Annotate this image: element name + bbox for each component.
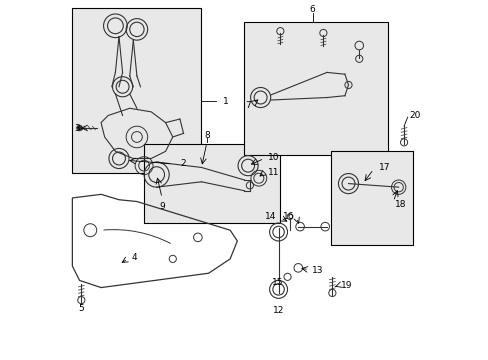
Text: 5: 5	[78, 303, 84, 312]
Bar	[330, 151, 412, 244]
Bar	[144, 144, 280, 223]
Text: 14: 14	[264, 212, 276, 221]
Text: 8: 8	[203, 131, 209, 140]
Text: 12: 12	[272, 306, 284, 315]
Text: 1: 1	[223, 96, 228, 105]
Text: 18: 18	[394, 200, 406, 209]
Text: 19: 19	[340, 281, 351, 290]
Text: 15: 15	[271, 278, 283, 287]
Text: 3: 3	[74, 123, 80, 132]
Text: 10: 10	[267, 153, 279, 162]
Text: 9: 9	[159, 202, 164, 211]
Text: 16: 16	[283, 212, 294, 221]
Text: 20: 20	[408, 111, 420, 120]
Text: 4: 4	[131, 253, 137, 262]
Text: 2: 2	[180, 159, 185, 168]
Text: 6: 6	[309, 5, 315, 14]
Text: 17: 17	[378, 163, 390, 172]
Bar	[72, 8, 201, 173]
Text: 13: 13	[311, 266, 323, 275]
Text: 11: 11	[267, 168, 279, 177]
Text: 7: 7	[244, 101, 250, 110]
Circle shape	[77, 125, 82, 131]
Bar	[244, 22, 387, 155]
